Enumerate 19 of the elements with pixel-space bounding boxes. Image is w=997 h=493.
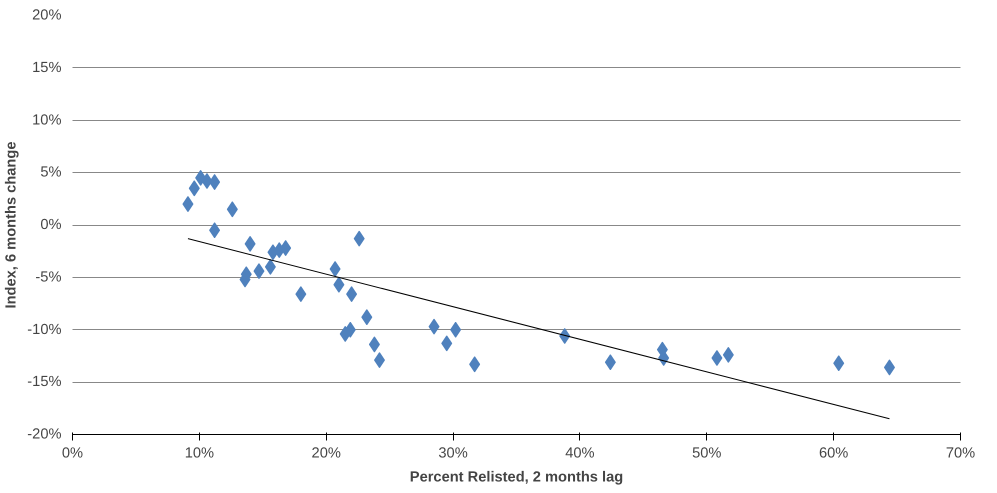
y-tick-label: -15% xyxy=(27,374,62,390)
x-tick-label: 60% xyxy=(818,446,848,462)
y-tick-label: 15% xyxy=(32,60,62,76)
x-tick-label: 40% xyxy=(565,446,595,462)
x-tick-label: 70% xyxy=(946,446,976,462)
y-tick-label: -5% xyxy=(35,269,62,286)
y-axis-title: Index, 6 months change xyxy=(3,142,20,308)
x-tick-label: 0% xyxy=(62,446,84,462)
x-tick-label: 20% xyxy=(312,446,341,462)
y-tick-label: -10% xyxy=(27,322,62,338)
x-axis-title: Percent Relisted, 2 months lag xyxy=(410,470,624,486)
x-tick-label: 30% xyxy=(438,446,468,462)
y-tick-label: 0% xyxy=(40,217,62,233)
x-tick-label: 10% xyxy=(184,446,214,462)
x-tick-label: 50% xyxy=(692,446,722,462)
y-tick-label: 5% xyxy=(40,164,62,181)
y-tick-label: 20% xyxy=(32,8,62,24)
y-tick-label: 10% xyxy=(32,112,62,128)
y-tick-label: -20% xyxy=(27,426,62,442)
